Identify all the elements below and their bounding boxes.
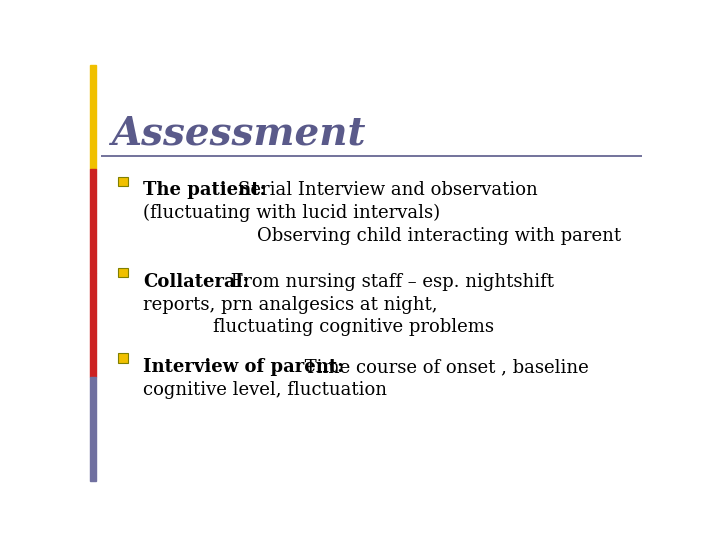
Bar (90, 65, 96, 168)
Text: Collateral:: Collateral: (143, 273, 249, 291)
Text: Observing child interacting with parent: Observing child interacting with parent (258, 227, 621, 245)
Text: cognitive level, fluctuation: cognitive level, fluctuation (143, 381, 387, 399)
Bar (90, 273, 96, 377)
Text: Serial Interview and observation: Serial Interview and observation (238, 181, 538, 199)
FancyBboxPatch shape (118, 177, 128, 186)
Bar (90, 377, 96, 481)
Text: reports, prn analgesics at night,: reports, prn analgesics at night, (143, 295, 438, 314)
FancyBboxPatch shape (118, 268, 128, 277)
Text: Time course of onset , baseline: Time course of onset , baseline (299, 358, 588, 376)
Text: fluctuating cognitive problems: fluctuating cognitive problems (213, 319, 494, 336)
Text: Assessment: Assessment (111, 114, 366, 153)
Text: Interview of parent:: Interview of parent: (143, 358, 343, 376)
Text: From nursing staff – esp. nightshift: From nursing staff – esp. nightshift (225, 273, 554, 291)
FancyBboxPatch shape (118, 353, 128, 362)
Text: (fluctuating with lucid intervals): (fluctuating with lucid intervals) (143, 204, 440, 222)
Bar (90, 168, 96, 273)
Text: The patient:: The patient: (143, 181, 266, 199)
